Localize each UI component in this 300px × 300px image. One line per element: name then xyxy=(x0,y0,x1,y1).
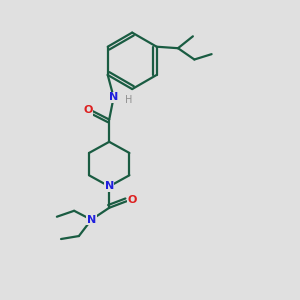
Text: N: N xyxy=(87,215,96,225)
Text: H: H xyxy=(125,94,133,105)
Text: N: N xyxy=(109,92,118,102)
Text: N: N xyxy=(105,182,114,191)
Text: O: O xyxy=(83,105,93,115)
Text: O: O xyxy=(127,195,136,206)
